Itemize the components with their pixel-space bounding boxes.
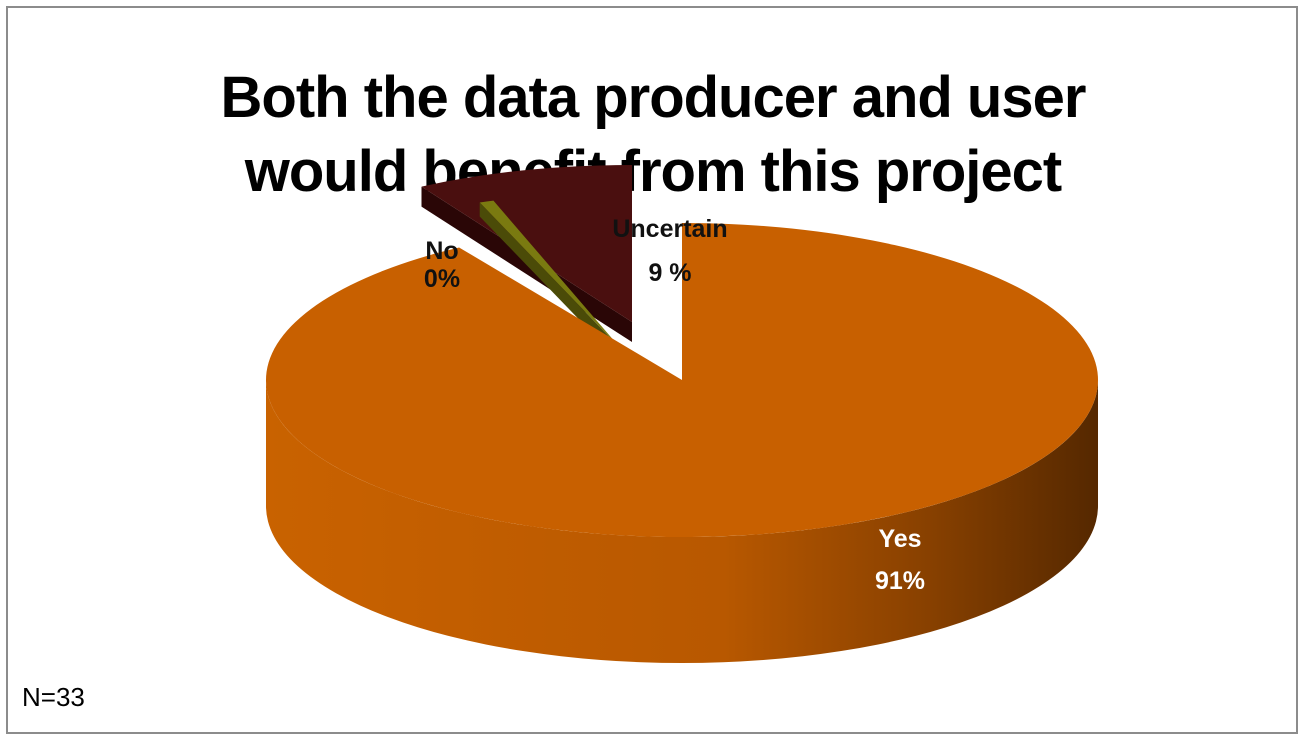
sample-size-note: N=33 (22, 682, 85, 712)
chart-title-line-2: would benefit from this project (244, 139, 1062, 204)
slice-label-no-percent: 0% (423, 265, 461, 293)
slice-label-yes-category: Yes (878, 525, 922, 553)
slice-yes (266, 223, 1099, 538)
slice-label-uncertain-category: Uncertain (612, 215, 728, 243)
slice-label-uncertain-percent: 9 % (648, 259, 692, 287)
slice-label-no-category: No (425, 237, 459, 265)
slice-label-yes-percent: 91% (874, 567, 926, 595)
slice-yes-side (266, 380, 1098, 663)
slice-no (479, 200, 622, 350)
chart-title-line-1: Both the data producer and user (220, 65, 1087, 130)
